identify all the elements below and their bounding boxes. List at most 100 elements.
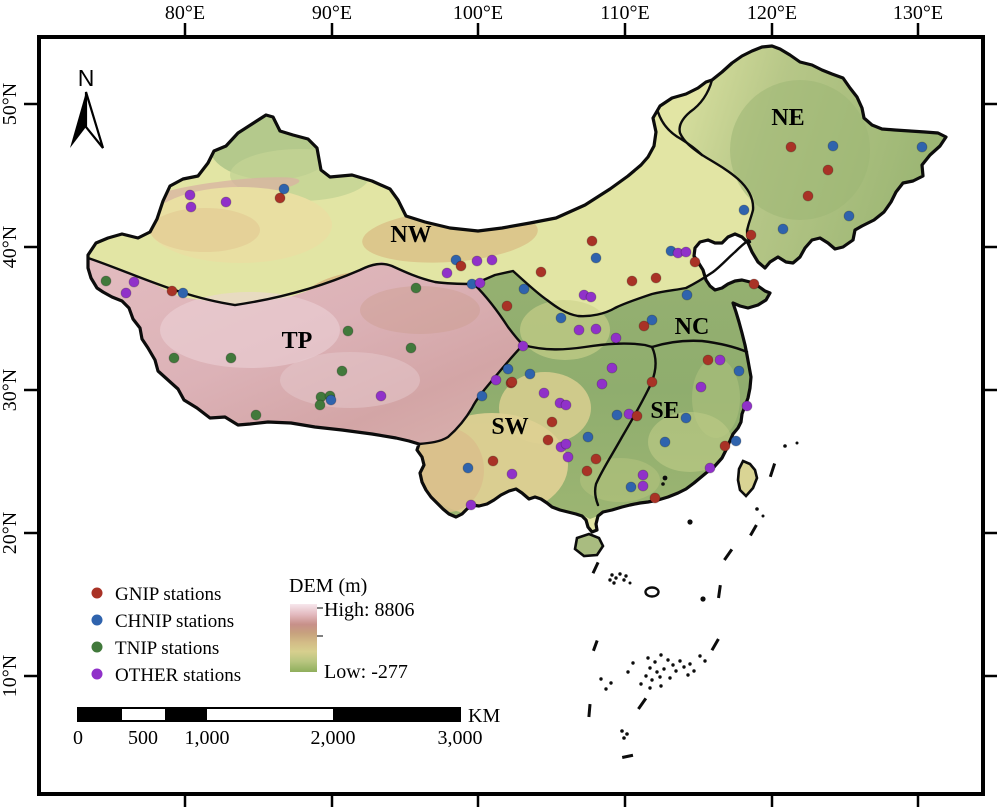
station-dot <box>542 434 554 446</box>
station-dot <box>220 196 232 208</box>
north-arrow-right-blade <box>84 91 105 149</box>
top-axis-label: 110°E <box>600 2 649 24</box>
region-label-se: SE <box>650 398 679 424</box>
scale-bar: 0 500 1,000 2,000 3,000 KM <box>73 705 500 749</box>
station-dot <box>336 365 348 377</box>
north-arrow-label: N <box>78 65 95 91</box>
station-dot <box>538 387 550 399</box>
station-dot <box>827 140 839 152</box>
dem-colorbar <box>290 604 317 672</box>
station-dot <box>560 438 572 450</box>
station-dot <box>689 256 701 268</box>
station-dot <box>777 223 789 235</box>
station-dot <box>680 412 692 424</box>
station-dot <box>166 285 178 297</box>
legend-label-tnip: TNIP stations <box>115 638 219 659</box>
boundary-tp-north <box>86 256 525 347</box>
boundary-nc-se <box>650 339 749 354</box>
station-dot <box>487 455 499 467</box>
station-dot <box>748 278 760 290</box>
left-axis-label: 40°N <box>0 226 21 268</box>
region-label-nw: NW <box>390 222 431 248</box>
station-dot <box>822 164 834 176</box>
left-axis-label: 10°N <box>0 655 21 697</box>
dem-legend-title: DEM (m) <box>289 575 367 597</box>
station-dot <box>704 462 716 474</box>
station-dot <box>128 276 140 288</box>
region-label-nc: NC <box>675 314 710 340</box>
station-dot <box>631 410 643 422</box>
station-dot <box>714 354 726 366</box>
station-dot <box>405 342 417 354</box>
station-dot <box>342 325 354 337</box>
region-label-ne: NE <box>771 105 804 131</box>
station-dot <box>535 266 547 278</box>
legend-label-chnip: CHNIP stations <box>115 611 234 632</box>
north-arrow: N <box>70 65 105 149</box>
region-label-sw: SW <box>491 414 528 440</box>
islands <box>573 441 799 759</box>
top-axis-label: 100°E <box>453 2 503 24</box>
station-dot <box>916 141 928 153</box>
scale-bar-tick-label: 1,000 <box>185 727 230 749</box>
dem-high-label: High: 8806 <box>324 599 415 621</box>
boundary-ne-hat <box>656 110 704 157</box>
station-dot <box>518 283 530 295</box>
scale-bar-tick-label: 500 <box>128 727 158 749</box>
station-dot <box>274 192 286 204</box>
station-dot <box>590 323 602 335</box>
station-dot <box>680 246 692 258</box>
north-arrow-left-blade <box>70 92 86 148</box>
station-dot <box>590 252 602 264</box>
sea-islets <box>587 441 799 759</box>
station-dot <box>506 376 518 388</box>
top-axis-label: 120°E <box>747 2 797 24</box>
station-dot <box>375 390 387 402</box>
china-outline <box>86 44 948 534</box>
station-dot <box>590 453 602 465</box>
legend-dot-t <box>91 641 103 653</box>
station-dot <box>659 436 671 448</box>
legend-label-gnip: GNIP stations <box>115 584 221 605</box>
station-dot <box>168 352 180 364</box>
station-dot <box>100 275 112 287</box>
station-dot <box>695 381 707 393</box>
scale-bar-tick-label: 0 <box>73 727 83 749</box>
station-dot <box>314 399 326 411</box>
station-dot <box>611 409 623 421</box>
station-dot <box>562 451 574 463</box>
scale-bar-labels: 0 500 1,000 2,000 3,000 <box>73 727 483 749</box>
station-dot <box>184 189 196 201</box>
top-axis-label: 90°E <box>312 2 352 24</box>
station-dot <box>596 378 608 390</box>
legend-dots <box>91 587 103 680</box>
station-legend: GNIP stations CHNIP stations TNIP statio… <box>91 584 241 686</box>
station-dot <box>637 469 649 481</box>
region-labels: NW NE TP NC SW SE <box>282 105 805 440</box>
dem-legend: DEM (m) High: 8806 Low: -277 <box>289 575 415 683</box>
legend-dot-g <box>91 587 103 599</box>
station-dot <box>555 312 567 324</box>
station-dot <box>625 481 637 493</box>
station-dot <box>738 204 750 216</box>
boundary-sw-se <box>593 345 657 507</box>
station-dot <box>626 275 638 287</box>
station-dot <box>802 190 814 202</box>
station-dot <box>649 492 661 504</box>
left-axis-label: 50°N <box>0 83 21 125</box>
station-dot <box>546 416 558 428</box>
station-dot <box>120 287 132 299</box>
station-dot <box>524 368 536 380</box>
station-dot <box>465 499 477 511</box>
boundary-nw-nc <box>472 238 751 318</box>
station-dot <box>517 340 529 352</box>
station-dot <box>325 394 337 406</box>
station-dot <box>637 480 649 492</box>
station-dot <box>250 409 262 421</box>
legend-dot-o <box>91 668 103 680</box>
station-dot <box>733 365 745 377</box>
station-dot <box>582 431 594 443</box>
station-dot <box>177 287 189 299</box>
